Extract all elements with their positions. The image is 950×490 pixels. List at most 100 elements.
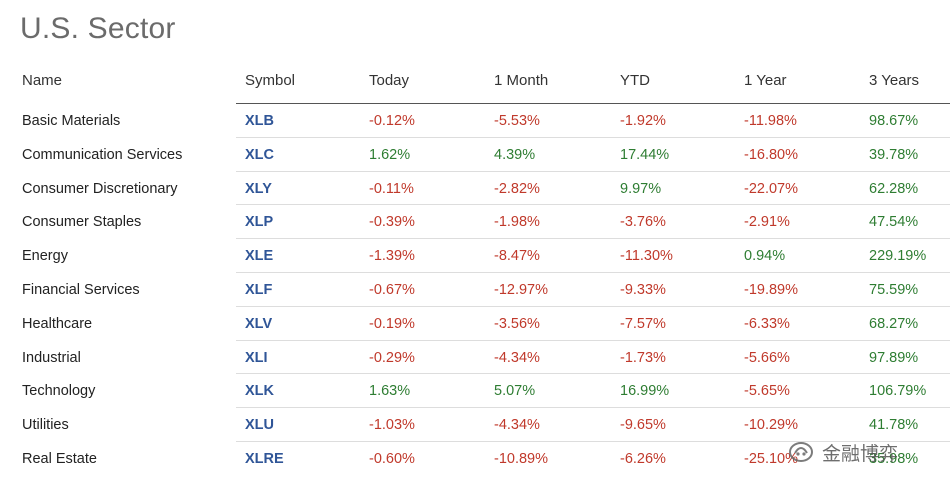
today-change: -0.60% xyxy=(369,450,415,467)
table-row: Industrial XLI -0.29% -4.34% -1.73% -5.6… xyxy=(0,341,950,375)
row-divider xyxy=(236,407,950,409)
sector-name: Consumer Discretionary xyxy=(22,180,178,197)
symbol-link[interactable]: XLRE xyxy=(245,450,284,467)
row-divider xyxy=(236,339,950,341)
symbol-link[interactable]: XLU xyxy=(245,417,274,434)
ytd-change: 16.99% xyxy=(620,383,670,400)
sector-name: Industrial xyxy=(22,349,81,366)
row-divider xyxy=(236,271,950,273)
ytd-change: -9.33% xyxy=(620,281,666,298)
row-divider xyxy=(236,204,950,206)
year-change: -19.89% xyxy=(744,281,799,298)
column-header-ytd[interactable]: YTD xyxy=(620,72,650,89)
today-change: 1.62% xyxy=(369,146,411,163)
sector-name: Consumer Staples xyxy=(22,214,142,231)
sector-name: Basic Materials xyxy=(22,113,121,129)
ytd-change: -9.65% xyxy=(620,417,666,434)
ytd-change: -1.92% xyxy=(620,113,666,129)
table-row: Communication Services XLC 1.62% 4.39% 1… xyxy=(0,138,950,172)
table-header: Name Symbol Today 1 Month YTD 1 Year 3 Y… xyxy=(0,72,950,92)
three-year-change: 41.78% xyxy=(869,417,919,434)
today-change: 1.63% xyxy=(369,383,411,400)
watermark-text: 金融博弈 xyxy=(822,443,899,465)
symbol-link[interactable]: XLE xyxy=(245,248,274,265)
ytd-change: -6.26% xyxy=(620,450,666,467)
table-row: Energy XLE -1.39% -8.47% -11.30% 0.94% 2… xyxy=(0,239,950,273)
month-change: -12.97% xyxy=(494,281,549,298)
month-change: -8.47% xyxy=(494,248,540,265)
sector-table-body: Basic Materials XLB -0.12% -5.53% -1.92%… xyxy=(0,104,950,476)
ytd-change: -1.73% xyxy=(620,349,666,366)
table-row: Financial Services XLF -0.67% -12.97% -9… xyxy=(0,273,950,307)
ytd-change: 17.44% xyxy=(620,146,670,163)
wechat-official-account-icon xyxy=(789,442,813,462)
sector-name: Technology xyxy=(22,383,96,400)
ytd-change: -3.76% xyxy=(620,214,666,231)
month-change: -3.56% xyxy=(494,315,540,332)
symbol-link[interactable]: XLK xyxy=(245,383,274,400)
row-divider xyxy=(236,238,950,240)
table-row: Utilities XLU -1.03% -4.34% -9.65% -10.2… xyxy=(0,408,950,442)
three-year-change: 98.67% xyxy=(869,113,919,129)
today-change: -0.12% xyxy=(369,113,415,129)
symbol-link[interactable]: XLI xyxy=(245,349,268,366)
three-year-change: 68.27% xyxy=(869,315,919,332)
month-change: 5.07% xyxy=(494,383,536,400)
today-change: -1.39% xyxy=(369,248,415,265)
month-change: -10.89% xyxy=(494,450,549,467)
year-change: -22.07% xyxy=(744,180,799,197)
symbol-link[interactable]: XLF xyxy=(245,281,273,298)
month-change: 4.39% xyxy=(494,146,536,163)
year-change: 0.94% xyxy=(744,248,786,265)
symbol-link[interactable]: XLV xyxy=(245,315,273,332)
table-row: Healthcare XLV -0.19% -3.56% -7.57% -6.3… xyxy=(0,307,950,341)
year-change: -2.91% xyxy=(744,214,790,231)
table-row: Real Estate XLRE -0.60% -10.89% -6.26% -… xyxy=(0,442,950,476)
row-divider xyxy=(236,440,950,442)
page-title: U.S. Sector xyxy=(20,12,176,45)
three-year-change: 35.98% xyxy=(869,450,919,467)
symbol-link[interactable]: XLB xyxy=(245,113,274,129)
watermark: 金融博弈 xyxy=(786,434,898,470)
three-year-change: 47.54% xyxy=(869,214,919,231)
month-change: -1.98% xyxy=(494,214,540,231)
sector-name: Communication Services xyxy=(22,146,183,163)
today-change: -1.03% xyxy=(369,417,415,434)
today-change: -0.19% xyxy=(369,315,415,332)
year-change: -6.33% xyxy=(744,315,790,332)
month-change: -5.53% xyxy=(494,113,540,129)
month-change: -2.82% xyxy=(494,180,540,197)
symbol-link[interactable]: XLP xyxy=(245,214,274,231)
symbol-link[interactable]: XLC xyxy=(245,146,274,163)
row-divider xyxy=(236,170,950,172)
table-row: Technology XLK 1.63% 5.07% 16.99% -5.65%… xyxy=(0,374,950,409)
three-year-change: 97.89% xyxy=(869,349,919,366)
today-change: -0.39% xyxy=(369,214,415,231)
three-year-change: 106.79% xyxy=(869,383,927,400)
column-header-name[interactable]: Name xyxy=(22,72,63,89)
year-change: -5.65% xyxy=(744,383,790,400)
sector-name: Financial Services xyxy=(22,281,140,298)
table-row: Basic Materials XLB -0.12% -5.53% -1.92%… xyxy=(0,104,950,138)
column-header-today[interactable]: Today xyxy=(369,72,410,89)
row-divider xyxy=(236,305,950,307)
column-header-3-years[interactable]: 3 Years xyxy=(869,72,920,89)
today-change: -0.11% xyxy=(369,180,414,197)
column-header-1-month[interactable]: 1 Month xyxy=(494,72,549,89)
today-change: -0.67% xyxy=(369,281,415,298)
table-row: Consumer Discretionary XLY -0.11% -2.82%… xyxy=(0,172,950,206)
ytd-change: 9.97% xyxy=(620,180,662,197)
ytd-change: -11.30% xyxy=(620,248,673,265)
row-divider xyxy=(236,373,950,375)
year-change: -16.80% xyxy=(744,146,799,163)
three-year-change: 75.59% xyxy=(869,281,919,298)
symbol-link[interactable]: XLY xyxy=(245,180,272,197)
year-change: -5.66% xyxy=(744,349,790,366)
month-change: -4.34% xyxy=(494,349,540,366)
column-header-symbol[interactable]: Symbol xyxy=(245,72,296,89)
sector-name: Utilities xyxy=(22,417,69,434)
column-header-1-year[interactable]: 1 Year xyxy=(744,72,787,89)
row-divider xyxy=(236,136,950,138)
today-change: -0.29% xyxy=(369,349,415,366)
sector-name: Healthcare xyxy=(22,315,93,332)
